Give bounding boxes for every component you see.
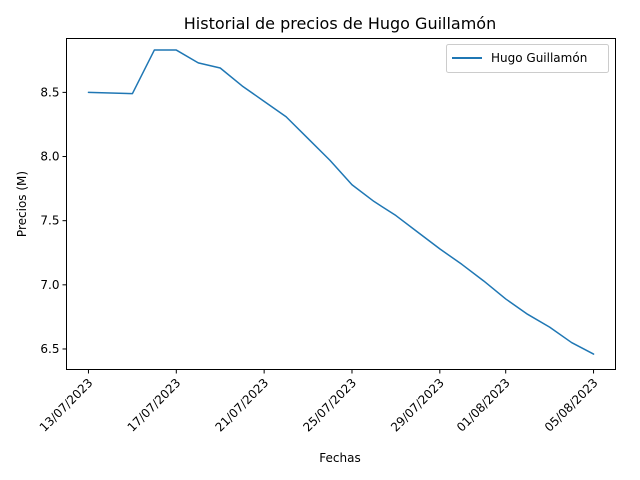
y-tick-label: 7.5 [40, 214, 59, 228]
legend-box [446, 44, 609, 73]
y-axis-ticks: 6.5 7.0 7.5 8.0 8.5 [40, 85, 67, 356]
series-layer [87, 49, 595, 355]
chart-title: Historial de precios de Hugo Guillamón [184, 14, 496, 33]
x-axis-label: Fechas [319, 451, 360, 465]
plot-frame [66, 38, 616, 370]
y-tick-label: 8.5 [40, 85, 59, 99]
y-tick-label: 6.5 [40, 342, 59, 356]
y-tick-label: 7.0 [40, 278, 59, 292]
legend-label: Hugo Guillamón [491, 51, 587, 65]
legend: Hugo Guillamón [446, 44, 609, 73]
y-tick-label: 8.0 [40, 150, 59, 164]
y-axis-label: Precios (M) [15, 171, 29, 237]
series-line [87, 49, 595, 355]
